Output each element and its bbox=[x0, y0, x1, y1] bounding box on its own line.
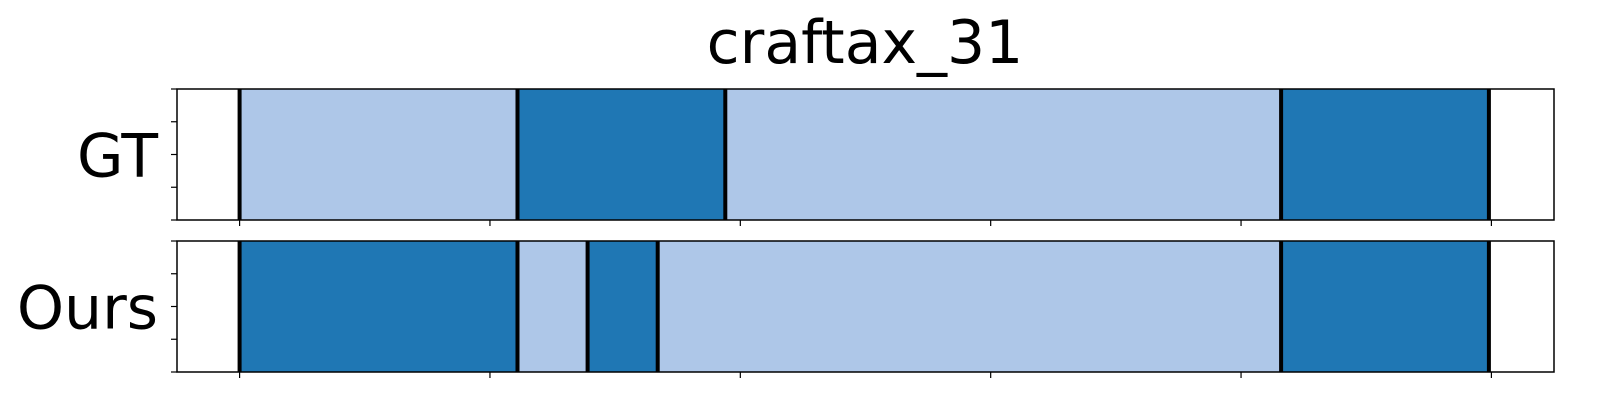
segment-ours-0 bbox=[239, 241, 518, 372]
segment-ours-3 bbox=[657, 241, 1282, 372]
chart-title: craftax_31 bbox=[707, 8, 1024, 78]
segment-ours-2 bbox=[587, 241, 658, 372]
segment-gt-3 bbox=[1281, 89, 1489, 220]
segment-ours-1 bbox=[517, 241, 588, 372]
row-label-ours: Ours bbox=[17, 274, 158, 344]
segment-gt-0 bbox=[239, 89, 518, 220]
row-label-gt: GT bbox=[77, 122, 158, 192]
panels: GT Ours bbox=[17, 88, 1555, 378]
panel-0: GT bbox=[77, 88, 1555, 226]
segment-gt-1 bbox=[517, 89, 726, 220]
segment-gt-2 bbox=[725, 89, 1282, 220]
panel-1: Ours bbox=[17, 240, 1555, 378]
segment-ours-4 bbox=[1281, 241, 1489, 372]
